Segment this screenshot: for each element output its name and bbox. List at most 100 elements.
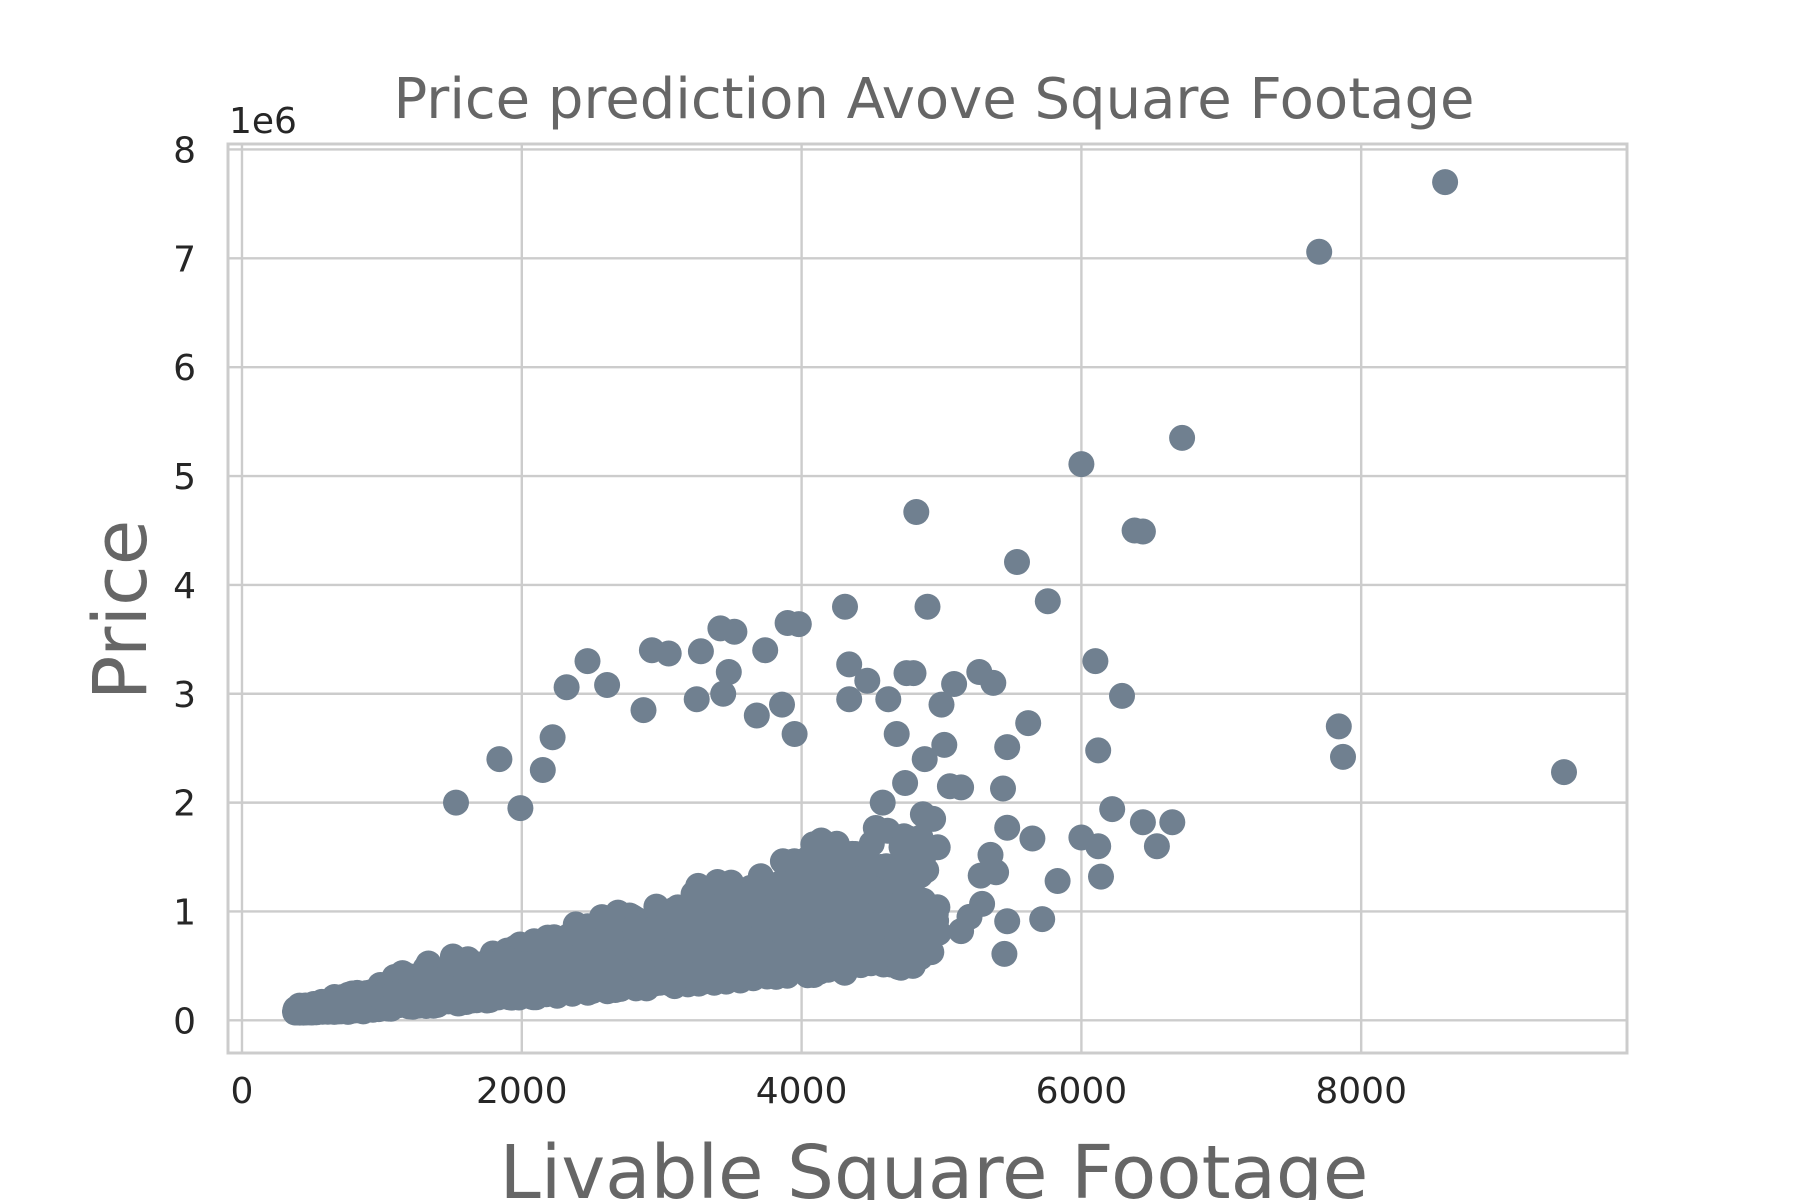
scatter-point (664, 927, 691, 954)
scatter-point (854, 667, 881, 694)
scatter-point (507, 795, 534, 822)
scatter-point (836, 686, 863, 713)
y-tick-label: 8 (173, 130, 196, 171)
scatter-point (767, 870, 794, 897)
x-tick-labels: 0 2000 4000 6000 8000 (231, 1071, 1407, 1112)
scatter-point (417, 966, 444, 993)
scatter-point (745, 903, 772, 930)
scatter-point (1085, 833, 1112, 860)
scatter-point (683, 686, 710, 713)
y-tick-label: 2 (173, 784, 196, 825)
scatter-point (869, 789, 896, 816)
scatter-point (287, 998, 314, 1024)
scatter-point (867, 886, 894, 913)
scatter-point (1088, 863, 1114, 890)
scatter-point (928, 691, 955, 718)
scatter-point (1082, 648, 1109, 675)
y-tick-label: 4 (173, 566, 196, 607)
scatter-point (1044, 868, 1071, 894)
scatter-point (1330, 743, 1356, 770)
scatter-point (743, 702, 770, 729)
scatter-point (664, 894, 691, 921)
scatter-point (1099, 796, 1126, 823)
scatter-point (594, 672, 621, 698)
scatter-point (781, 721, 808, 747)
scatter-point (443, 789, 469, 816)
scatter-point (591, 952, 617, 979)
grid-lines (228, 144, 1627, 1053)
scatter-point (655, 640, 682, 667)
scatter-point (864, 912, 891, 939)
scatter-point (1169, 424, 1196, 451)
scatter-point (719, 959, 746, 986)
scatter-point (602, 973, 629, 1000)
scatter-point (896, 825, 923, 852)
scatter-point (781, 848, 808, 875)
y-axis-label: Price (78, 520, 164, 701)
scatter-point (1159, 809, 1186, 836)
scatter-point (983, 859, 1010, 886)
scatter-point (630, 697, 657, 724)
scatter-point (747, 924, 773, 951)
x-tick-label: 6000 (1036, 1071, 1128, 1112)
scatter-point (994, 734, 1021, 761)
scatter-point (903, 499, 930, 525)
scatter-point (752, 637, 779, 664)
scatter-point (810, 927, 837, 954)
scatter-point (875, 686, 902, 713)
scatter-point (1109, 682, 1135, 709)
y-tick-label: 1 (173, 892, 196, 933)
scatter-point (994, 814, 1021, 841)
scatter-point (948, 774, 975, 801)
x-axis-label: Livable Square Footage (500, 1130, 1369, 1200)
chart-title: Price prediction Avove Square Footage (394, 67, 1475, 132)
scatter-point (991, 940, 1018, 967)
y-tick-label: 6 (173, 348, 196, 389)
scatter-point (704, 869, 731, 895)
scatter-point (740, 876, 767, 903)
scatter-point (720, 932, 747, 959)
scatter-point (911, 746, 938, 773)
y-tick-label: 5 (173, 457, 196, 498)
scatter-point (588, 904, 615, 931)
scatter-point (1129, 809, 1156, 836)
scatter-point (662, 949, 689, 976)
scatter-point (777, 909, 804, 936)
scatter-point (1004, 549, 1030, 575)
scatter-point (553, 674, 580, 701)
x-tick-label: 2000 (476, 1071, 568, 1112)
scatter-point (331, 996, 358, 1023)
scatter-point (1325, 713, 1352, 740)
scatter-point (969, 890, 996, 917)
y-tick-labels: 0 1 2 3 4 5 6 7 8 (173, 130, 196, 1042)
plot-frame (226, 142, 1629, 1055)
scatter-point (890, 872, 917, 899)
scatter-point (785, 611, 812, 638)
scatter-point (710, 680, 737, 707)
x-tick-label: 4000 (756, 1071, 848, 1112)
y-tick-label: 7 (173, 239, 196, 280)
scatter-point (721, 618, 748, 645)
scatter-point (788, 878, 815, 905)
scatter-point (1432, 169, 1459, 196)
x-tick-label: 8000 (1315, 1071, 1407, 1112)
scatter-point (862, 815, 889, 841)
scatter-point (529, 757, 556, 783)
scatter-point (774, 962, 801, 989)
scatter-point (833, 843, 860, 870)
scatter-point (900, 660, 927, 687)
scatter-point (539, 724, 566, 751)
scatter-point (918, 914, 945, 941)
scatter-point (914, 593, 941, 620)
scatter-point (769, 691, 795, 718)
scatter-point (931, 731, 958, 758)
scatter-point (883, 721, 910, 747)
scatter-point (715, 659, 742, 685)
scatter-point (994, 908, 1021, 935)
scatter-point (980, 669, 1007, 696)
scatter-point (887, 950, 913, 977)
scatter-point (1306, 238, 1333, 265)
scatter-point (1551, 759, 1577, 786)
scatter-point (861, 946, 888, 973)
